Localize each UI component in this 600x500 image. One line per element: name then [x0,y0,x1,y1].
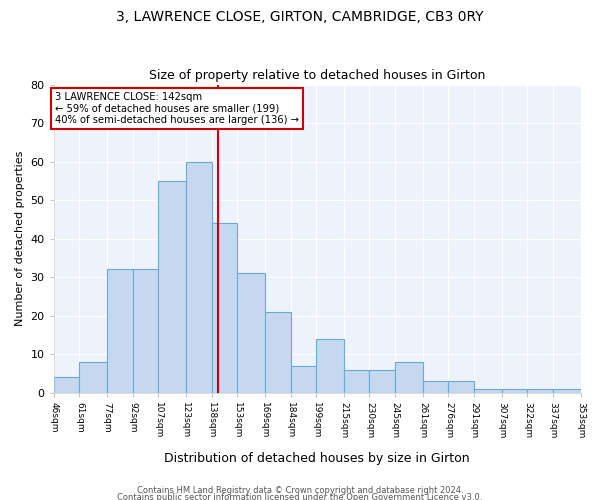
Text: Contains HM Land Registry data © Crown copyright and database right 2024.: Contains HM Land Registry data © Crown c… [137,486,463,495]
Bar [79,362,107,392]
Y-axis label: Number of detached properties: Number of detached properties [15,151,25,326]
Bar [133,270,158,392]
Text: 3 LAWRENCE CLOSE: 142sqm
← 59% of detached houses are smaller (199)
40% of semi-: 3 LAWRENCE CLOSE: 142sqm ← 59% of detach… [55,92,299,126]
Bar [474,389,502,392]
Bar [212,223,238,392]
Bar [290,366,316,392]
Bar [344,370,370,392]
Bar [107,270,133,392]
Bar [553,389,581,392]
Bar [265,312,290,392]
Bar [238,274,265,392]
Bar [158,181,186,392]
X-axis label: Distribution of detached houses by size in Girton: Distribution of detached houses by size … [164,452,470,465]
Bar [370,370,395,392]
Title: Size of property relative to detached houses in Girton: Size of property relative to detached ho… [149,69,485,82]
Bar [422,381,448,392]
Bar [502,389,527,392]
Text: 3, LAWRENCE CLOSE, GIRTON, CAMBRIDGE, CB3 0RY: 3, LAWRENCE CLOSE, GIRTON, CAMBRIDGE, CB… [116,10,484,24]
Bar [54,378,79,392]
Bar [186,162,212,392]
Bar [448,381,474,392]
Bar [395,362,422,392]
Text: Contains public sector information licensed under the Open Government Licence v3: Contains public sector information licen… [118,494,482,500]
Bar [527,389,553,392]
Bar [316,339,344,392]
